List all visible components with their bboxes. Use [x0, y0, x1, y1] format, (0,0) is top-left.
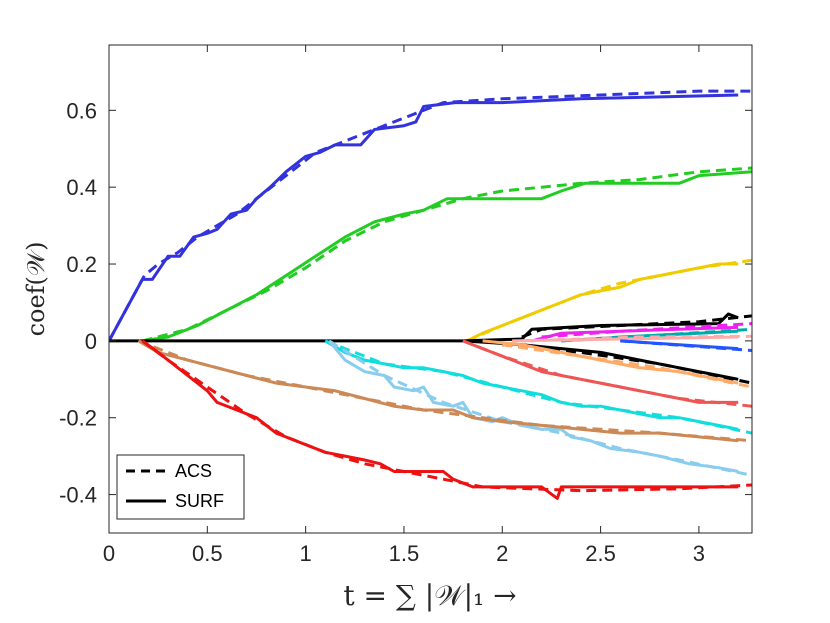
x-tick-label: 1: [300, 541, 312, 566]
series-13-acs-line: [137, 339, 752, 443]
legend: ACS SURF: [116, 454, 245, 520]
y-tick-label: -0.2: [59, 406, 97, 431]
series-0-acs-line: [109, 89, 752, 342]
plot-frame: [108, 44, 753, 534]
x-tick-label: 3: [693, 541, 705, 566]
x-tick-label: 2.5: [585, 541, 616, 566]
y-tick-label: 0.4: [66, 175, 97, 200]
series-layer: [109, 89, 752, 500]
series-4-acs-line: [541, 322, 752, 339]
series-14-acs-line: [141, 339, 752, 493]
series-6-acs-line: [521, 334, 752, 343]
series-7-acs-line: [620, 339, 752, 352]
legend-surf-label: SURF: [175, 491, 224, 511]
series-2-surf-line: [466, 262, 739, 343]
series-10-acs-line: [462, 339, 752, 408]
y-axis-label: coef(𝒲): [22, 242, 50, 337]
legend-acs-label: ACS: [175, 461, 212, 481]
x-tick-label: 2: [496, 541, 508, 566]
series-3-acs-line: [521, 314, 752, 339]
y-tick-label: 0.2: [66, 252, 97, 277]
x-tick-label: 0: [103, 541, 115, 566]
tick-layer: 0 0.5 1 1.5 2 2.5 3 -0.4 -0.2 0 0.2 0.4 0.6: [59, 45, 752, 566]
plot-area: [109, 45, 752, 533]
x-tick-label: 1.5: [389, 541, 420, 566]
x-axis-label: t = ∑ |𝒲|₁ →: [343, 579, 516, 612]
series-11-acs-line: [324, 339, 752, 435]
y-tick-label: 0: [85, 329, 97, 354]
y-tick-label: 0.6: [66, 98, 97, 123]
x-tick-label: 0.5: [192, 541, 223, 566]
series-1-acs-line: [142, 166, 752, 343]
y-tick-label: -0.4: [59, 483, 97, 508]
series-0-surf-line: [109, 93, 739, 342]
legend-box: [116, 454, 245, 520]
series-9-acs-line: [502, 343, 752, 389]
